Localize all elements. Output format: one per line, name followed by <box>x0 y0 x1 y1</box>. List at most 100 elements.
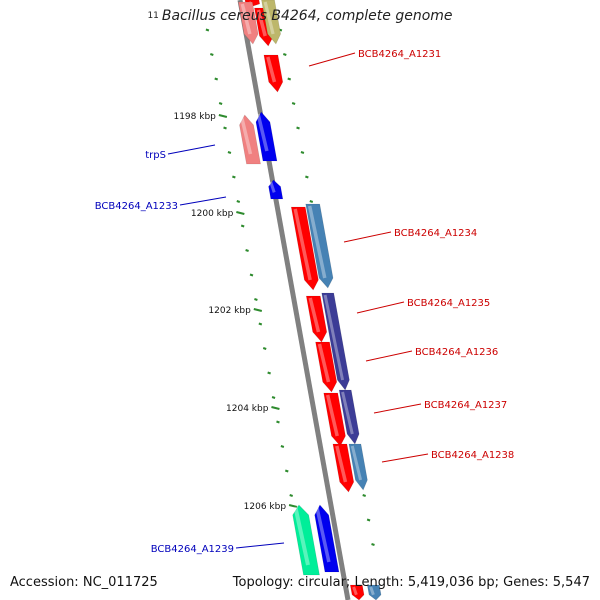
scale-tick <box>300 151 305 154</box>
scale-tick <box>254 298 258 301</box>
gene-arrow-shade <box>350 445 363 481</box>
gene-arrow-a1238 <box>332 443 355 493</box>
gene-label: BCB4264_A1235 <box>407 298 490 309</box>
scale-tick <box>240 224 245 228</box>
scale-tick <box>227 151 232 154</box>
gene-leader-line <box>373 403 422 414</box>
length-value: 5,419,036 bp <box>407 575 495 590</box>
topology-value: circular <box>297 575 346 590</box>
gene-label: BCB4264_A1238 <box>431 450 514 461</box>
genes-value: 5,547 <box>552 575 590 590</box>
scale-tick <box>276 420 280 424</box>
gene-arrow-a1236 <box>321 292 350 391</box>
scale-tick <box>271 396 276 399</box>
scale-tick <box>245 249 249 252</box>
gene-leader-line <box>308 52 356 67</box>
gene-arrow <box>305 203 334 289</box>
gene-arrow-shade <box>263 1 275 35</box>
gene-arrow-a1239 <box>292 504 320 576</box>
scale-label: 1200 kbp <box>191 209 234 219</box>
gene-leader-line <box>235 542 285 549</box>
scale-label: 1204 kbp <box>226 404 269 414</box>
gene-arrow-shade <box>341 391 354 435</box>
gene-arrow <box>348 443 368 491</box>
scale-major-tick <box>288 504 298 508</box>
scale-major-tick <box>253 308 263 312</box>
scale-tick <box>209 53 214 56</box>
gene-leader-line <box>179 196 227 206</box>
scale-tick <box>267 371 271 375</box>
gene-arrow-trps <box>239 114 261 165</box>
scale-major-tick <box>271 406 280 410</box>
gene-label: BCB4264_A1239 <box>151 544 234 555</box>
scale-label: 1206 kbp <box>244 502 287 512</box>
genome-backbone <box>237 0 351 600</box>
genome-stats: Topology: circular; Length: 5,419,036 bp… <box>232 575 590 590</box>
gene-arrow-shade <box>266 56 277 83</box>
gene-arrow-shade <box>307 205 327 279</box>
scale-tick <box>287 77 292 81</box>
scale-tick <box>371 543 375 546</box>
gene-arrow-shade <box>240 3 252 35</box>
scale-tick <box>309 200 314 203</box>
gene-arrow-a1237-shade <box>325 394 339 437</box>
scale-label: 1198 kbp <box>173 112 216 122</box>
gene-arrow <box>315 341 338 393</box>
scale-tick <box>284 469 289 473</box>
length-label: Length: <box>354 575 404 590</box>
scale-major-tick <box>218 114 228 118</box>
gene-arrow-a1235 <box>305 295 328 343</box>
gene-label: BCB4264_A1233 <box>95 201 178 212</box>
scale-tick <box>291 102 296 105</box>
scale-tick <box>289 494 294 497</box>
scale-tick <box>366 518 371 522</box>
scale-tick <box>205 28 210 32</box>
map-title: 11 Bacillus cereus B4264, complete genome <box>0 8 600 24</box>
gene-arrow <box>261 0 281 45</box>
gene-arrow-shade <box>369 586 375 596</box>
genome-title: Bacillus cereus B4264, complete genome <box>161 8 453 24</box>
scale-tick <box>236 200 241 203</box>
gene-leader-line <box>343 231 392 243</box>
scale-tick <box>223 126 227 130</box>
gene-leader-line <box>356 301 405 314</box>
gene-arrow <box>238 1 259 45</box>
gene-arrow <box>314 504 340 573</box>
gene-arrow-a1234 <box>290 206 319 291</box>
accession-label: Accession: <box>10 575 79 590</box>
gene-leader-line <box>167 144 216 155</box>
gene-arrow-a1238-shade <box>335 445 348 483</box>
scale-label: 1202 kbp <box>208 306 251 316</box>
gene-arrow-a1235-shade <box>308 297 321 333</box>
gene-arrow-shade <box>315 506 331 563</box>
gene-arrow-a1237 <box>323 392 346 447</box>
gene-label: BCB4264_A1234 <box>394 228 477 239</box>
scale-tick <box>218 102 223 105</box>
gene-label: trpS <box>145 150 166 161</box>
gene-arrow-shade <box>352 586 358 596</box>
gene-arrow-shade <box>256 113 269 152</box>
gene-arrow-shade <box>317 343 331 383</box>
scale-tick <box>232 175 236 179</box>
gene-leader-line <box>381 453 429 463</box>
scale-tick <box>282 53 287 56</box>
scale-tick <box>258 322 263 326</box>
scale-tick <box>362 494 367 497</box>
gene-arrow <box>338 389 360 445</box>
gene-arrow-a1239-shade <box>293 506 310 566</box>
gene-arrow-shade <box>256 9 267 37</box>
gene-arrow <box>349 584 365 600</box>
gene-label: BCB4264_A1236 <box>415 347 498 358</box>
scale-tick <box>262 347 267 350</box>
gene-label: BCB4264_A1237 <box>424 400 507 411</box>
scale-major-tick <box>236 211 245 215</box>
gene-arrow <box>263 54 284 93</box>
scale-tick <box>296 126 300 130</box>
gene-arrow-trps-shade <box>239 116 253 155</box>
gene-label: BCB4264_A1231 <box>358 49 441 60</box>
accession-info: Accession: NC_011725 <box>10 575 158 590</box>
gene-arrow <box>255 111 278 162</box>
scale-tick <box>249 273 254 277</box>
genes-label: Genes: <box>503 575 549 590</box>
